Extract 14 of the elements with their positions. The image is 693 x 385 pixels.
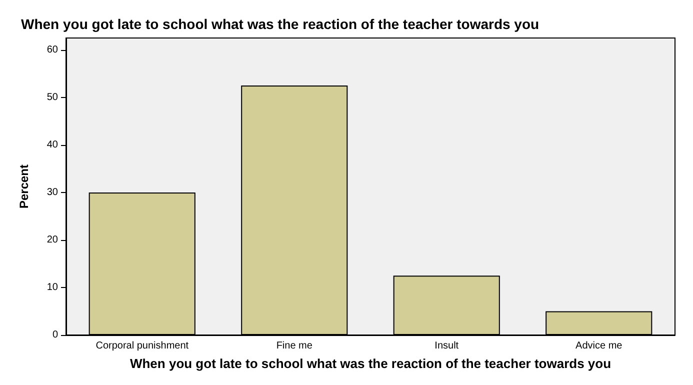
x-tick-label: Advice me bbox=[576, 340, 623, 352]
chart-title: When you got late to school what was the reaction of the teacher towards you bbox=[21, 16, 540, 32]
x-tick-label: Corporal punishment bbox=[96, 340, 189, 352]
y-tick-label: 60 bbox=[46, 44, 58, 56]
y-tick-label: 50 bbox=[46, 92, 58, 103]
y-tick-label: 10 bbox=[46, 282, 58, 293]
x-tick-label: Insult bbox=[434, 340, 459, 352]
x-axis-title: When you got late to school what was the reaction of the teacher towards you bbox=[130, 356, 612, 371]
x-tick-label: Fine me bbox=[276, 340, 313, 352]
y-axis-title: Percent bbox=[17, 164, 31, 209]
y-tick-label: 30 bbox=[46, 186, 58, 198]
y-tick-label: 40 bbox=[46, 139, 58, 150]
y-tick-label: 0 bbox=[52, 330, 58, 340]
y-tick-label: 20 bbox=[46, 234, 58, 246]
